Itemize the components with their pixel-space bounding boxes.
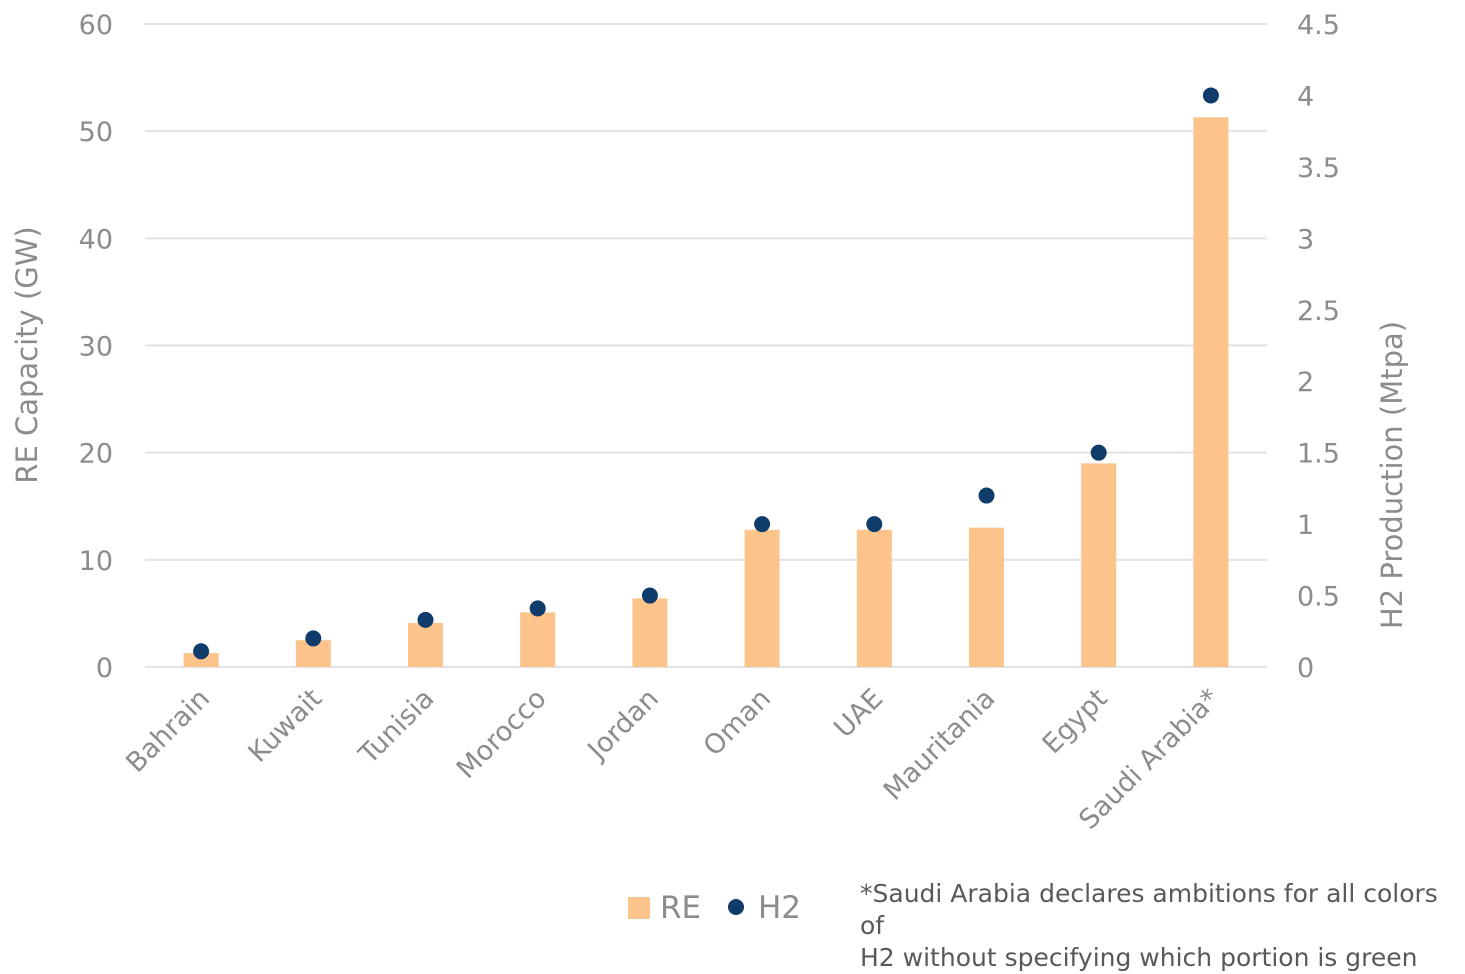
category-label: Egypt (1037, 683, 1114, 760)
legend-re-swatch (628, 897, 650, 919)
h2-points (193, 87, 1219, 660)
re-bar (969, 527, 1004, 667)
re-bar (744, 529, 780, 667)
re-bar (520, 612, 556, 667)
right-tick-label: 2 (1297, 367, 1314, 398)
re-bar (183, 653, 219, 667)
h2-point (641, 587, 658, 604)
left-tick-label: 40 (79, 224, 113, 255)
category-label: Oman (698, 683, 777, 762)
right-tick-label: 3.5 (1297, 153, 1340, 184)
left-axis-ticks: 0 10 20 30 40 50 60 (79, 10, 113, 684)
category-label: Morocco (451, 683, 553, 785)
footnote: *Saudi Arabia declares ambitions for all… (860, 878, 1460, 974)
right-tick-label: 3 (1297, 224, 1314, 255)
re-bars (183, 117, 1229, 668)
category-label: UAE (828, 683, 889, 744)
re-bar (1193, 117, 1229, 668)
right-axis-ticks: 0 0.5 1 1.5 2 2.5 3 3.5 4 4.5 (1297, 10, 1340, 684)
right-tick-label: 1 (1297, 510, 1314, 541)
left-axis-title: RE Capacity (GW) (10, 226, 44, 483)
category-label: Jordan (581, 683, 665, 767)
right-tick-label: 1.5 (1297, 439, 1340, 470)
right-tick-label: 0.5 (1297, 582, 1340, 613)
chart: 0 10 20 30 40 50 60 0 0.5 1 1.5 2 2.5 3 3.5 4 4.5 Bahra… (10, 10, 1409, 926)
h2-point (866, 516, 883, 533)
footnote-line-1: *Saudi Arabia declares ambitions for all… (860, 879, 1438, 940)
category-label: Mauritania (878, 683, 1002, 807)
legend-h2-marker (728, 899, 744, 915)
legend-h2-label: H2 (758, 890, 801, 926)
left-tick-label: 0 (96, 653, 113, 684)
left-tick-label: 20 (79, 439, 113, 470)
category-labels: Bahrain Kuwait Tunisia Morocco Jordan Oman UAE… (120, 683, 1226, 836)
h2-point (1090, 444, 1107, 461)
category-label: Tunisia (353, 683, 441, 771)
legend: RE H2 (628, 890, 801, 926)
h2-point (305, 630, 322, 647)
re-bar (1081, 463, 1117, 667)
right-tick-label: 0 (1297, 653, 1314, 684)
right-tick-label: 4 (1297, 81, 1314, 112)
right-tick-label: 2.5 (1297, 296, 1340, 327)
gridlines (145, 23, 1267, 668)
left-tick-label: 30 (79, 332, 113, 363)
footnote-line-2: H2 without specifying which portion is g… (860, 943, 1418, 972)
h2-point (978, 487, 995, 504)
right-axis-title: H2 Production (Mtpa) (1375, 321, 1409, 629)
re-bar (408, 623, 443, 667)
left-tick-label: 60 (79, 10, 113, 41)
h2-point (754, 516, 771, 533)
h2-point (529, 600, 546, 617)
category-label: Kuwait (243, 683, 329, 769)
left-tick-label: 50 (79, 117, 113, 148)
h2-point (1202, 87, 1219, 104)
category-label: Bahrain (120, 683, 216, 779)
right-tick-label: 4.5 (1297, 10, 1340, 41)
left-tick-label: 10 (79, 546, 113, 577)
h2-point (417, 611, 434, 628)
re-bar (632, 598, 668, 667)
h2-point (193, 643, 210, 660)
legend-re-label: RE (660, 890, 701, 926)
re-bar (856, 529, 892, 667)
